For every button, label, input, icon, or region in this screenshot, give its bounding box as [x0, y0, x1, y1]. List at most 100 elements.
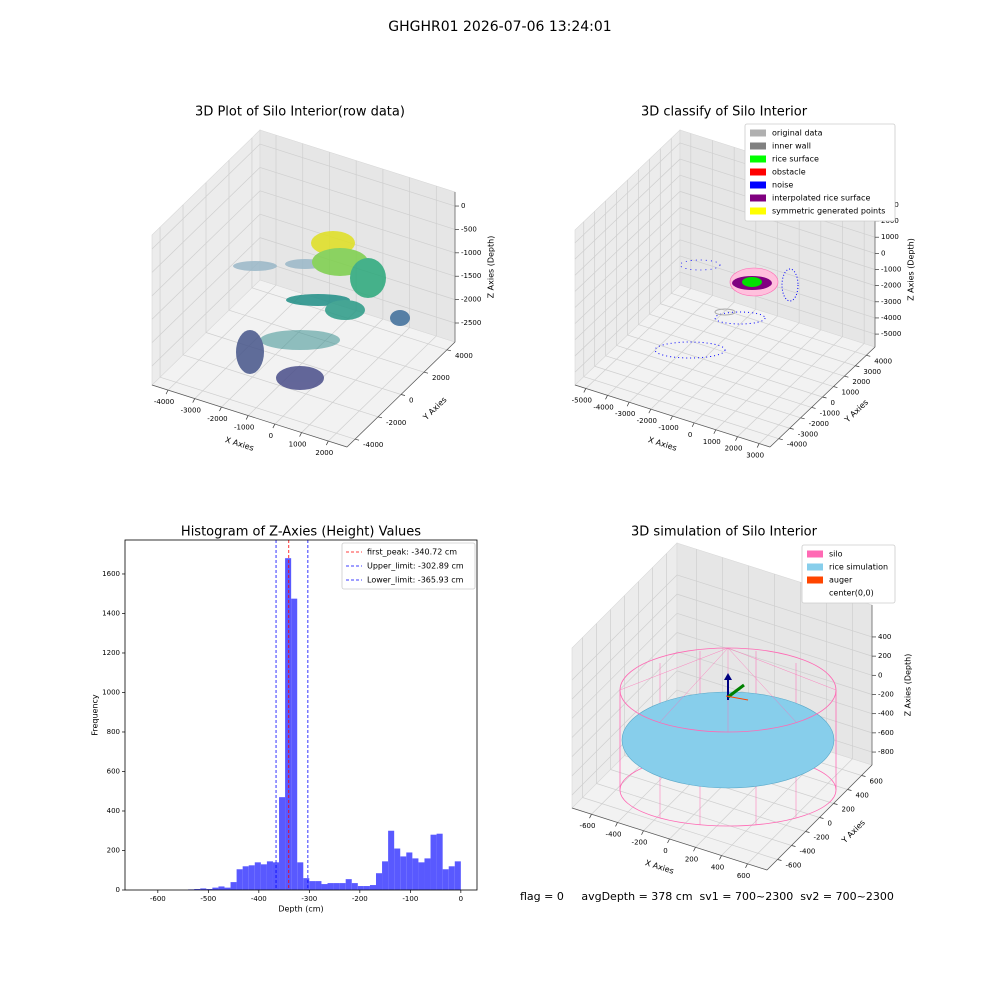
- axis-line: [571, 807, 768, 871]
- z-tick-label: 1000: [881, 233, 899, 241]
- tick-mark: [791, 845, 796, 847]
- legend-swatch: [807, 550, 823, 558]
- grid-line: [583, 376, 779, 440]
- y-tick-label: 400: [107, 807, 120, 815]
- grid-line: [660, 303, 856, 367]
- plot-frame: [124, 539, 478, 891]
- x-tick-label: -500: [200, 895, 216, 903]
- y-tick-label: 0: [831, 399, 835, 407]
- y-tick-label: 1200: [102, 649, 120, 657]
- grid-line: [571, 670, 678, 777]
- x-tick-label: -400: [606, 830, 622, 838]
- tick-mark: [670, 415, 673, 421]
- bar: [424, 858, 431, 890]
- z-tick-label: -1000: [881, 266, 901, 274]
- z-tick-label: -3000: [881, 298, 901, 306]
- legend-swatch: [807, 589, 823, 597]
- y-tick-label: 0: [116, 886, 120, 894]
- grid-line: [571, 593, 678, 700]
- tick-mark: [745, 863, 748, 868]
- tick-mark: [165, 389, 169, 395]
- bar: [200, 888, 207, 890]
- axis-line: [769, 346, 876, 448]
- x-tick-label: -4000: [593, 403, 613, 411]
- legend-label: symmetric generated points: [772, 207, 885, 216]
- grid-line: [676, 651, 873, 715]
- z-tick-label: -2500: [461, 319, 481, 327]
- grid-line: [574, 191, 681, 292]
- tick-mark: [446, 349, 452, 352]
- tick-mark: [423, 371, 429, 374]
- x-tick-label: 0: [663, 847, 667, 855]
- tick-mark: [805, 831, 810, 833]
- x-tick-label: -200: [632, 839, 648, 847]
- grid-line: [574, 142, 681, 244]
- x-tick-label: -5000: [572, 396, 592, 404]
- legend-swatch: [750, 207, 766, 215]
- z-tick-label: -400: [878, 710, 894, 718]
- legend-label: rice surface: [772, 155, 819, 164]
- y-tick-label: -2000: [809, 420, 829, 428]
- legend-swatch: [750, 194, 766, 202]
- x-tick-label: -600: [580, 822, 596, 830]
- bar: [266, 861, 273, 890]
- z-axis-label: Z Axies (Depth): [907, 238, 916, 301]
- tick-mark: [811, 407, 816, 409]
- grid-line: [151, 190, 261, 297]
- legend-box: [744, 123, 896, 222]
- x-tick-label: 3000: [746, 452, 764, 460]
- tick-mark: [713, 429, 717, 434]
- y-tick-label: 1000: [102, 688, 120, 696]
- tick-mark: [615, 822, 618, 827]
- grid-line: [574, 223, 681, 324]
- x-tick-label: -4000: [154, 398, 174, 406]
- y-tick-label: -1000: [820, 409, 840, 417]
- status-text: flag = 0 avgDepth = 378 cm sv1 = 700~230…: [520, 890, 894, 903]
- tick-mark: [719, 855, 722, 860]
- tick-mark: [822, 396, 827, 399]
- bar: [212, 887, 219, 890]
- z-axis-label: Z Axies (Depth): [487, 236, 496, 299]
- bar: [206, 889, 213, 890]
- tick-mark: [583, 388, 587, 393]
- tick-mark: [245, 415, 249, 420]
- grid-line: [649, 313, 845, 377]
- x-tick-label: -200: [352, 895, 368, 903]
- legend-label: Upper_limit: -302.89 cm: [367, 562, 464, 571]
- tick-mark: [605, 395, 608, 400]
- z-tick-label: 0: [881, 249, 885, 257]
- tick-mark: [354, 438, 360, 441]
- x-axis-label: Depth (cm): [278, 905, 323, 914]
- bar: [321, 884, 328, 890]
- z-tick-label: -1000: [461, 249, 481, 257]
- tick-mark: [819, 817, 824, 819]
- legend-label: auger: [829, 576, 853, 585]
- legend-label: noise: [772, 181, 793, 190]
- y-tick-label: -4000: [363, 441, 383, 449]
- legend-label: first_peak: -340.72 cm: [367, 548, 457, 557]
- grid-line: [259, 213, 456, 277]
- bar: [248, 865, 255, 890]
- grid-line: [676, 593, 873, 657]
- bar: [339, 883, 346, 890]
- legend-swatch: [750, 142, 766, 150]
- grid-line: [571, 651, 678, 757]
- bar: [260, 864, 267, 890]
- chart-title: Histogram of Z-Axies (Height) Values: [181, 525, 421, 540]
- grid-line: [679, 191, 876, 254]
- legend-label: interpolated rice surface: [772, 194, 870, 203]
- y-tick-label: -600: [786, 862, 802, 870]
- y-tick-label: 4000: [874, 357, 892, 365]
- grid-line: [671, 292, 867, 356]
- tick-mark: [648, 408, 652, 414]
- legend-label: Lower_limit: -365.93 cm: [367, 576, 464, 585]
- grid-line: [596, 783, 792, 846]
- grid-line: [259, 143, 456, 207]
- grid-line: [151, 260, 261, 367]
- legend-label: center(0,0): [829, 589, 874, 598]
- y-tick-label: 1400: [102, 609, 120, 617]
- z-tick-label: -2000: [461, 296, 481, 304]
- x-tick-label: 0: [688, 431, 692, 439]
- tick-mark: [219, 406, 222, 412]
- y-axis-label: Frequency: [91, 694, 100, 736]
